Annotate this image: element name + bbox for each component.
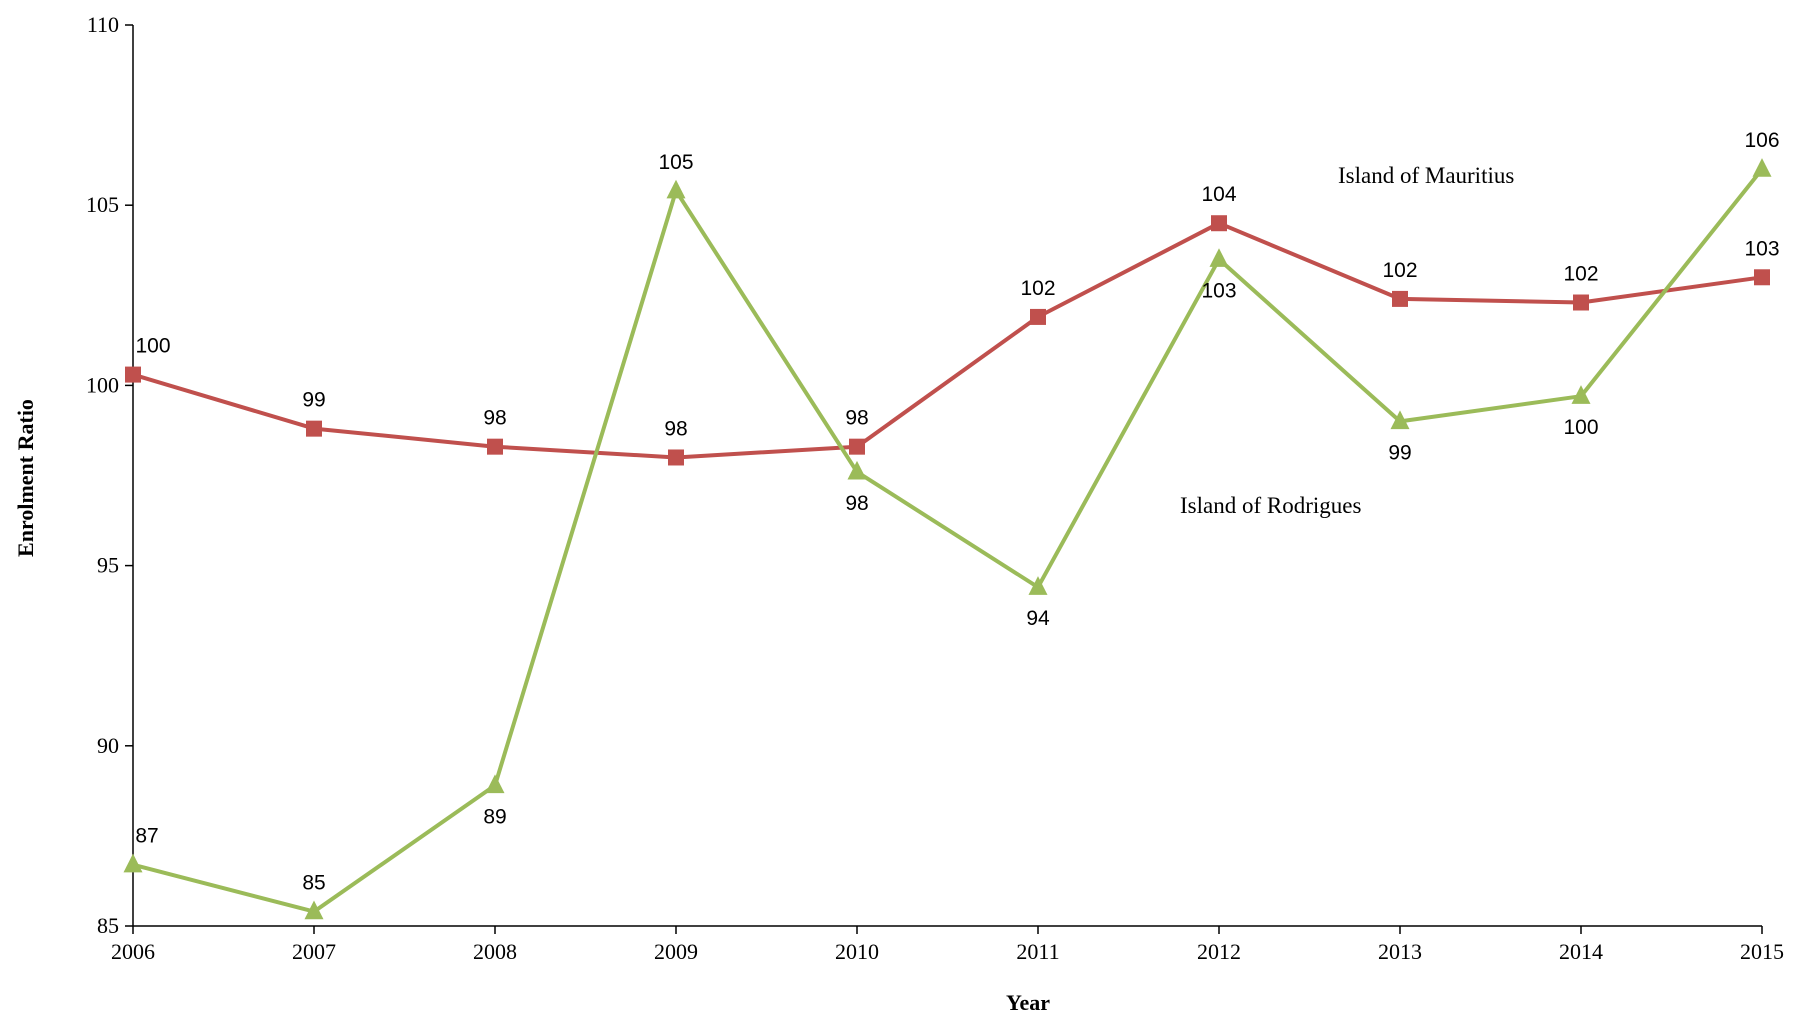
point-marker-mauritius — [1392, 290, 1408, 307]
axes: 85 90 95 100 105 110 2006 2007 2008 2009 2010 2011 2… — [86, 12, 1784, 964]
data-label-rodrigues: 87 — [135, 825, 158, 848]
y-tick-label: 105 — [86, 192, 119, 217]
data-label-rodrigues: 105 — [658, 151, 693, 174]
point-marker-mauritius — [487, 438, 503, 455]
x-tick-label: 2008 — [473, 939, 517, 964]
point-marker-mauritius — [849, 438, 865, 455]
x-tick-label: 2014 — [1559, 939, 1603, 964]
data-label-rodrigues: 100 — [1563, 416, 1598, 439]
series-lines — [132, 167, 1764, 914]
point-marker-rodrigues — [1571, 385, 1591, 404]
point-marker-rodrigues — [1752, 158, 1772, 177]
data-label-mauritius: 102 — [1020, 277, 1055, 300]
point-marker-mauritius — [1211, 215, 1227, 232]
y-tick-label: 110 — [87, 12, 119, 37]
series-name-rodrigues: Island of Rodrigues — [1180, 493, 1361, 518]
data-label-rodrigues: 89 — [483, 805, 506, 828]
point-marker-rodrigues — [1028, 576, 1048, 595]
x-tick-label: 2013 — [1378, 939, 1422, 964]
data-label-mauritius: 99 — [302, 389, 325, 412]
point-marker-mauritius — [668, 449, 684, 466]
y-tick-label: 85 — [97, 913, 119, 938]
data-label-mauritius: 98 — [664, 417, 687, 440]
x-axis-title: Year — [1006, 990, 1050, 1015]
point-marker-rodrigues — [847, 460, 867, 480]
data-label-rodrigues: 85 — [302, 872, 325, 895]
point-marker-rodrigues — [123, 853, 143, 873]
point-marker-mauritius — [1754, 269, 1770, 286]
x-tick-label: 2006 — [111, 939, 155, 964]
data-label-mauritius: 102 — [1382, 259, 1417, 282]
x-tick-label: 2011 — [1016, 939, 1059, 964]
series-name-mauritius: Island of Mauritius — [1338, 163, 1514, 188]
y-axis-title: Enrolment Ratio — [13, 399, 38, 557]
series-markers — [123, 158, 1772, 920]
y-tick-label: 90 — [97, 733, 119, 758]
x-tick-label: 2007 — [292, 939, 336, 964]
data-label-rodrigues: 106 — [1744, 129, 1779, 152]
data-label-mauritius: 103 — [1744, 237, 1779, 260]
data-label-mauritius: 104 — [1201, 183, 1236, 206]
data-label-rodrigues: 103 — [1201, 279, 1236, 302]
y-tick-label: 100 — [86, 372, 119, 397]
data-labels: 100 99 98 98 98 102 104 102 102 103 87 85 89 105 98 94 1… — [135, 129, 1779, 894]
data-label-mauritius: 102 — [1563, 263, 1598, 286]
point-marker-rodrigues — [304, 900, 324, 920]
y-tick-label: 95 — [97, 553, 119, 578]
series-line-mauritius — [132, 221, 1763, 460]
data-label-mauritius: 100 — [135, 335, 170, 358]
point-marker-rodrigues — [1390, 410, 1410, 430]
point-marker-mauritius — [1030, 308, 1046, 325]
x-tick-label: 2012 — [1197, 939, 1241, 964]
x-tick-label: 2009 — [654, 939, 698, 964]
point-marker-mauritius — [306, 420, 322, 437]
point-marker-rodrigues — [666, 179, 686, 199]
point-marker-rodrigues — [1209, 248, 1229, 267]
point-marker-mauritius — [1573, 294, 1589, 311]
x-tick-label: 2015 — [1740, 939, 1784, 964]
data-label-mauritius: 98 — [845, 407, 868, 430]
data-label-rodrigues: 94 — [1026, 607, 1050, 630]
data-label-mauritius: 98 — [483, 407, 506, 430]
point-marker-rodrigues — [485, 774, 505, 794]
point-marker-mauritius — [125, 366, 141, 383]
data-label-rodrigues: 98 — [845, 492, 868, 515]
data-label-rodrigues: 99 — [1388, 441, 1411, 464]
series-line-rodrigues — [132, 167, 1764, 914]
x-tick-label: 2010 — [835, 939, 879, 964]
